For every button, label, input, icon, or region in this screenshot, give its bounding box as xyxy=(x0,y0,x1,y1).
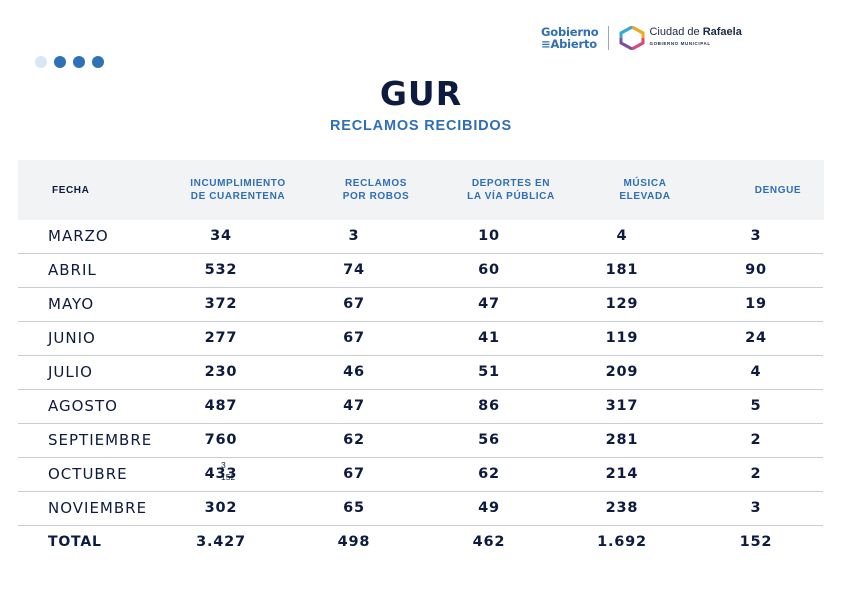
cell-deportes: 51 xyxy=(478,364,500,380)
cell-mes: NOVIEMBRE xyxy=(48,499,148,517)
page-subtitle: RECLAMOS RECIBIDOS xyxy=(330,118,512,134)
cell-cuarentena: 3.427 xyxy=(196,534,246,550)
cell-musica: 209 xyxy=(605,364,639,380)
cell-cuarentena: 760 xyxy=(204,432,238,448)
cell-mes: MARZO xyxy=(48,227,109,245)
cell-mes: OCTUBRE xyxy=(48,465,128,483)
cell-cuarentena: 34 xyxy=(210,228,232,244)
cell-cuarentena: 487 xyxy=(204,398,238,414)
header-robos: RECLAMOS POR ROBOS xyxy=(342,178,410,202)
cell-mes: TOTAL xyxy=(48,534,102,550)
cell-musica: 281 xyxy=(605,432,639,448)
header-fecha: FECHA xyxy=(52,184,90,196)
cell-deportes: 41 xyxy=(478,330,500,346)
cell-musica: 119 xyxy=(605,330,639,346)
cell-cuarentena: 302 xyxy=(204,500,238,516)
table-row: ABRIL 532 74 60 181 90 xyxy=(18,253,823,288)
table-row: MARZO 34 3 10 4 3 xyxy=(18,219,823,254)
ciudad-rafaela-logo: Ciudad de Rafaela GOBIERNO MUNICIPAL xyxy=(649,26,742,47)
cell-deportes: 47 xyxy=(478,296,500,312)
cell-deportes: 86 xyxy=(478,398,500,414)
table-row: SEPTIEMBRE 760 62 56 281 2 xyxy=(18,423,823,458)
rafaela-hexagon-icon xyxy=(619,26,645,50)
gobierno-abierto-logo: Gobierno ≡Abierto xyxy=(541,25,599,51)
cell-cuarentena: 532 xyxy=(204,262,238,278)
cell-deportes: 462 xyxy=(472,534,506,550)
cell-musica: 4 xyxy=(616,228,628,244)
cell-musica: 1.692 xyxy=(597,534,647,550)
cell-robos: 67 xyxy=(343,330,365,346)
cell-dengue: 24 xyxy=(745,330,767,346)
cell-cuarentena: 230 xyxy=(204,364,238,380)
header-deportes: DEPORTES EN LA VÍA PÚBLICA xyxy=(467,178,555,202)
cell-robos: 65 xyxy=(343,500,365,516)
table-header-band xyxy=(18,160,824,220)
cell-robos: 3 xyxy=(348,228,360,244)
table-row: JUNIO 277 67 41 119 24 xyxy=(18,321,823,356)
cell-dengue: 3 xyxy=(750,228,762,244)
cell-deportes: 10 xyxy=(478,228,500,244)
header-cuarentena: INCUMPLIMIENTO DE CUARENTENA xyxy=(190,178,286,202)
page-title: GUR xyxy=(379,74,463,113)
cell-dengue: 19 xyxy=(745,296,767,312)
table-row: JULIO 230 46 51 209 4 xyxy=(18,355,823,390)
cell-musica: 238 xyxy=(605,500,639,516)
logos: Gobierno ≡Abierto Ciudad de Rafaela GOBI… xyxy=(541,24,742,52)
cell-robos: 67 xyxy=(343,466,365,482)
cell-dengue: 90 xyxy=(745,262,767,278)
cell-mes: MAYO xyxy=(48,295,95,313)
cell-mes: ABRIL xyxy=(48,261,97,279)
header-dengue: DENGUE xyxy=(754,184,802,196)
cell-dengue: 5 xyxy=(750,398,762,414)
table-row: OCTUBRE 433 67 62 214 2 xyxy=(18,457,823,492)
cell-deportes: 60 xyxy=(478,262,500,278)
cell-robos: 47 xyxy=(343,398,365,414)
cell-dengue: 4 xyxy=(750,364,762,380)
dot-icon xyxy=(73,56,85,68)
cell-cuarentena: 372 xyxy=(204,296,238,312)
cell-cuarentena: 433 xyxy=(204,466,238,482)
header-musica: MÚSICA ELEVADA xyxy=(619,178,671,202)
cell-annotation-top: 3 xyxy=(221,460,226,470)
cell-mes: JULIO xyxy=(48,363,93,381)
cell-deportes: 62 xyxy=(478,466,500,482)
cell-musica: 181 xyxy=(605,262,639,278)
cell-robos: 498 xyxy=(337,534,371,550)
cell-robos: 67 xyxy=(343,296,365,312)
cell-mes: JUNIO xyxy=(48,329,96,347)
table-row: MAYO 372 67 47 129 19 xyxy=(18,287,823,322)
cell-robos: 74 xyxy=(343,262,365,278)
cell-deportes: 49 xyxy=(478,500,500,516)
cell-dengue: 2 xyxy=(750,466,762,482)
cell-musica: 214 xyxy=(605,466,639,482)
logo-divider xyxy=(608,26,610,50)
decorative-dots xyxy=(35,56,104,68)
cell-dengue: 2 xyxy=(750,432,762,448)
cell-dengue: 152 xyxy=(739,534,773,550)
cell-cuarentena: 277 xyxy=(204,330,238,346)
cell-musica: 129 xyxy=(605,296,639,312)
cell-annotation-bottom: 152 xyxy=(221,472,236,482)
dot-icon xyxy=(92,56,104,68)
cell-dengue: 3 xyxy=(750,500,762,516)
cell-mes: SEPTIEMBRE xyxy=(48,431,153,449)
cell-musica: 317 xyxy=(605,398,639,414)
cell-deportes: 56 xyxy=(478,432,500,448)
dot-icon xyxy=(54,56,66,68)
table-total-row: TOTAL 3.427 498 462 1.692 152 xyxy=(18,525,823,559)
cell-robos: 62 xyxy=(343,432,365,448)
dot-icon xyxy=(35,56,47,68)
cell-robos: 46 xyxy=(343,364,365,380)
table-row: NOVIEMBRE 302 65 49 238 3 xyxy=(18,491,823,526)
table-row: AGOSTO 487 47 86 317 5 xyxy=(18,389,823,424)
cell-mes: AGOSTO xyxy=(48,397,118,415)
